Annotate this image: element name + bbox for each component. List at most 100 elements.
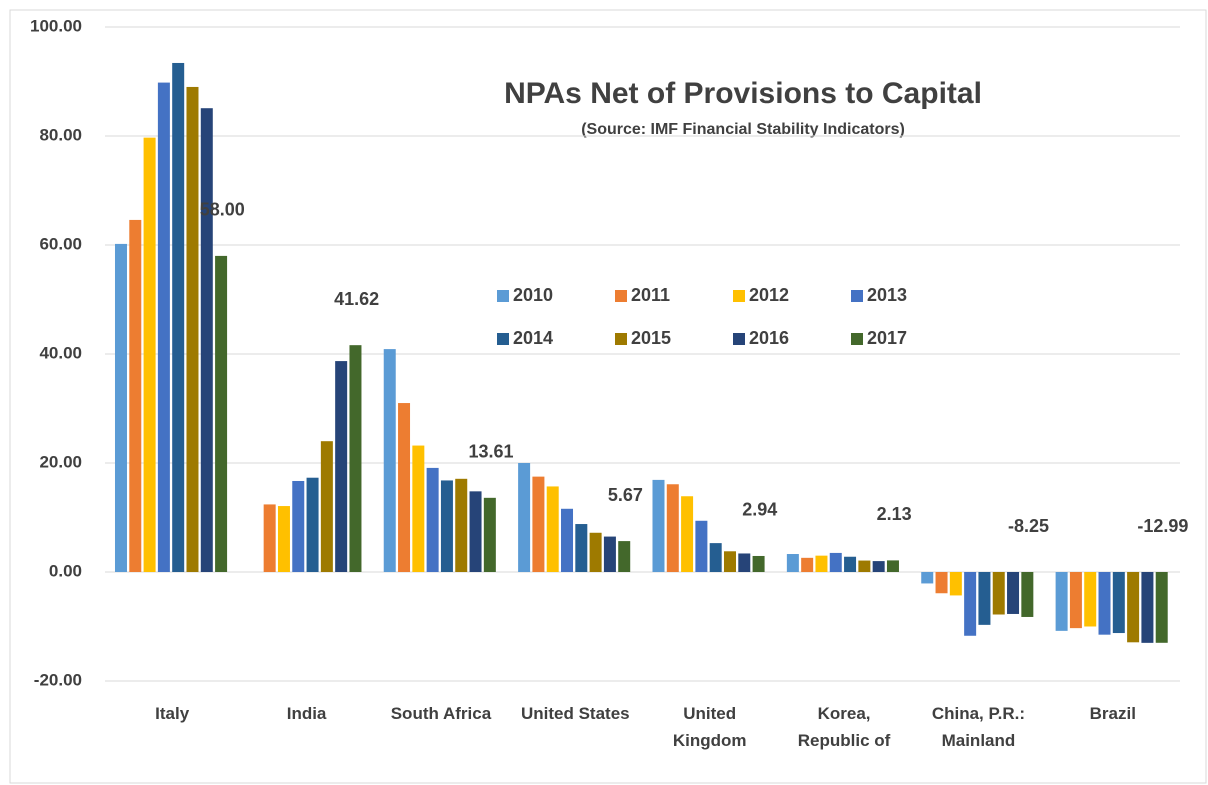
x-tick-label: India xyxy=(286,704,327,723)
legend-swatch xyxy=(615,333,627,345)
bar xyxy=(306,477,319,572)
bar xyxy=(426,467,439,572)
bar xyxy=(858,560,871,572)
legend-swatch xyxy=(733,290,745,302)
bar xyxy=(695,520,708,572)
bar xyxy=(335,361,348,572)
x-tick-label: China, P.R.: Mainland xyxy=(931,704,1026,750)
bar xyxy=(589,532,602,572)
legend-label: 2011 xyxy=(631,285,670,305)
x-tick-label: Brazil xyxy=(1089,704,1136,723)
bar xyxy=(546,486,559,572)
bar xyxy=(143,137,156,572)
bar xyxy=(292,480,305,572)
bar xyxy=(815,555,828,572)
bar xyxy=(277,506,290,572)
legend-swatch xyxy=(497,290,509,302)
bar xyxy=(723,551,736,572)
bar xyxy=(618,541,631,572)
legend-label: 2012 xyxy=(749,285,789,305)
bar xyxy=(200,108,213,572)
legend-swatch xyxy=(615,290,627,302)
bar xyxy=(561,508,574,572)
legend-label: 2015 xyxy=(631,328,671,348)
chart-subtitle: (Source: IMF Financial Stability Indicat… xyxy=(581,121,905,138)
chart-border xyxy=(9,9,1207,784)
chart-title: NPAs Net of Provisions to Capital xyxy=(504,77,982,110)
x-tick-label: Italy xyxy=(155,704,190,723)
y-tick-label: 0.00 xyxy=(49,561,82,580)
bar xyxy=(1055,572,1068,631)
bar xyxy=(752,555,765,572)
bar xyxy=(872,561,885,572)
bar xyxy=(652,479,665,572)
bar xyxy=(1155,572,1168,643)
legend-label: 2016 xyxy=(749,328,789,348)
data-label: 2.13 xyxy=(877,504,912,524)
bar xyxy=(157,82,170,572)
bar xyxy=(263,504,276,572)
bar xyxy=(1098,572,1111,635)
bar xyxy=(1127,572,1140,643)
x-tick-label: Korea, Republic of xyxy=(797,704,891,750)
bar xyxy=(1141,572,1154,643)
bar xyxy=(215,255,228,572)
data-label: 13.61 xyxy=(468,442,513,462)
y-tick-label: 40.00 xyxy=(39,343,82,362)
bar xyxy=(469,491,482,572)
y-tick-label: -20.00 xyxy=(34,670,82,689)
bar xyxy=(949,572,962,596)
bar xyxy=(1069,572,1082,629)
bar xyxy=(709,543,722,572)
bar xyxy=(172,62,185,572)
bar xyxy=(532,476,545,572)
bar xyxy=(992,572,1005,615)
bar xyxy=(440,480,453,572)
bar xyxy=(829,552,842,572)
bar xyxy=(681,496,694,572)
bar xyxy=(921,572,934,584)
data-label: 41.62 xyxy=(334,289,379,309)
bar xyxy=(786,554,799,572)
legend-label: 2014 xyxy=(513,328,553,348)
bar xyxy=(978,572,991,625)
x-tick-label: United Kingdom xyxy=(672,704,747,750)
data-label: -8.25 xyxy=(1008,516,1049,536)
bar xyxy=(801,557,814,572)
legend-swatch xyxy=(733,333,745,345)
bar xyxy=(518,463,531,572)
bar xyxy=(1007,572,1020,614)
bar xyxy=(738,553,751,572)
legend-label: 2017 xyxy=(867,328,907,348)
bar xyxy=(666,484,679,572)
y-tick-label: 100.00 xyxy=(30,16,82,35)
bar xyxy=(603,536,616,572)
bar xyxy=(383,349,396,572)
legend-label: 2010 xyxy=(513,285,553,305)
data-label: -12.99 xyxy=(1137,516,1188,536)
y-tick-label: 20.00 xyxy=(39,452,82,471)
bar xyxy=(186,86,199,572)
data-label: 5.67 xyxy=(608,485,643,505)
legend-swatch xyxy=(851,290,863,302)
bar xyxy=(398,403,411,572)
bar xyxy=(844,556,857,572)
bar xyxy=(575,524,588,572)
bar xyxy=(320,441,333,572)
bar xyxy=(1021,572,1034,617)
legend-label: 2013 xyxy=(867,285,907,305)
bar xyxy=(114,243,127,572)
y-tick-label: 60.00 xyxy=(39,234,82,253)
bar xyxy=(1084,572,1097,627)
bar xyxy=(1112,572,1125,634)
legend-swatch xyxy=(851,333,863,345)
x-tick-label: South Africa xyxy=(390,704,492,723)
bar xyxy=(349,345,362,572)
bar xyxy=(886,560,899,572)
y-tick-label: 80.00 xyxy=(39,125,82,144)
bar xyxy=(129,219,142,572)
data-label: 2.94 xyxy=(742,500,777,520)
bar xyxy=(964,572,977,636)
